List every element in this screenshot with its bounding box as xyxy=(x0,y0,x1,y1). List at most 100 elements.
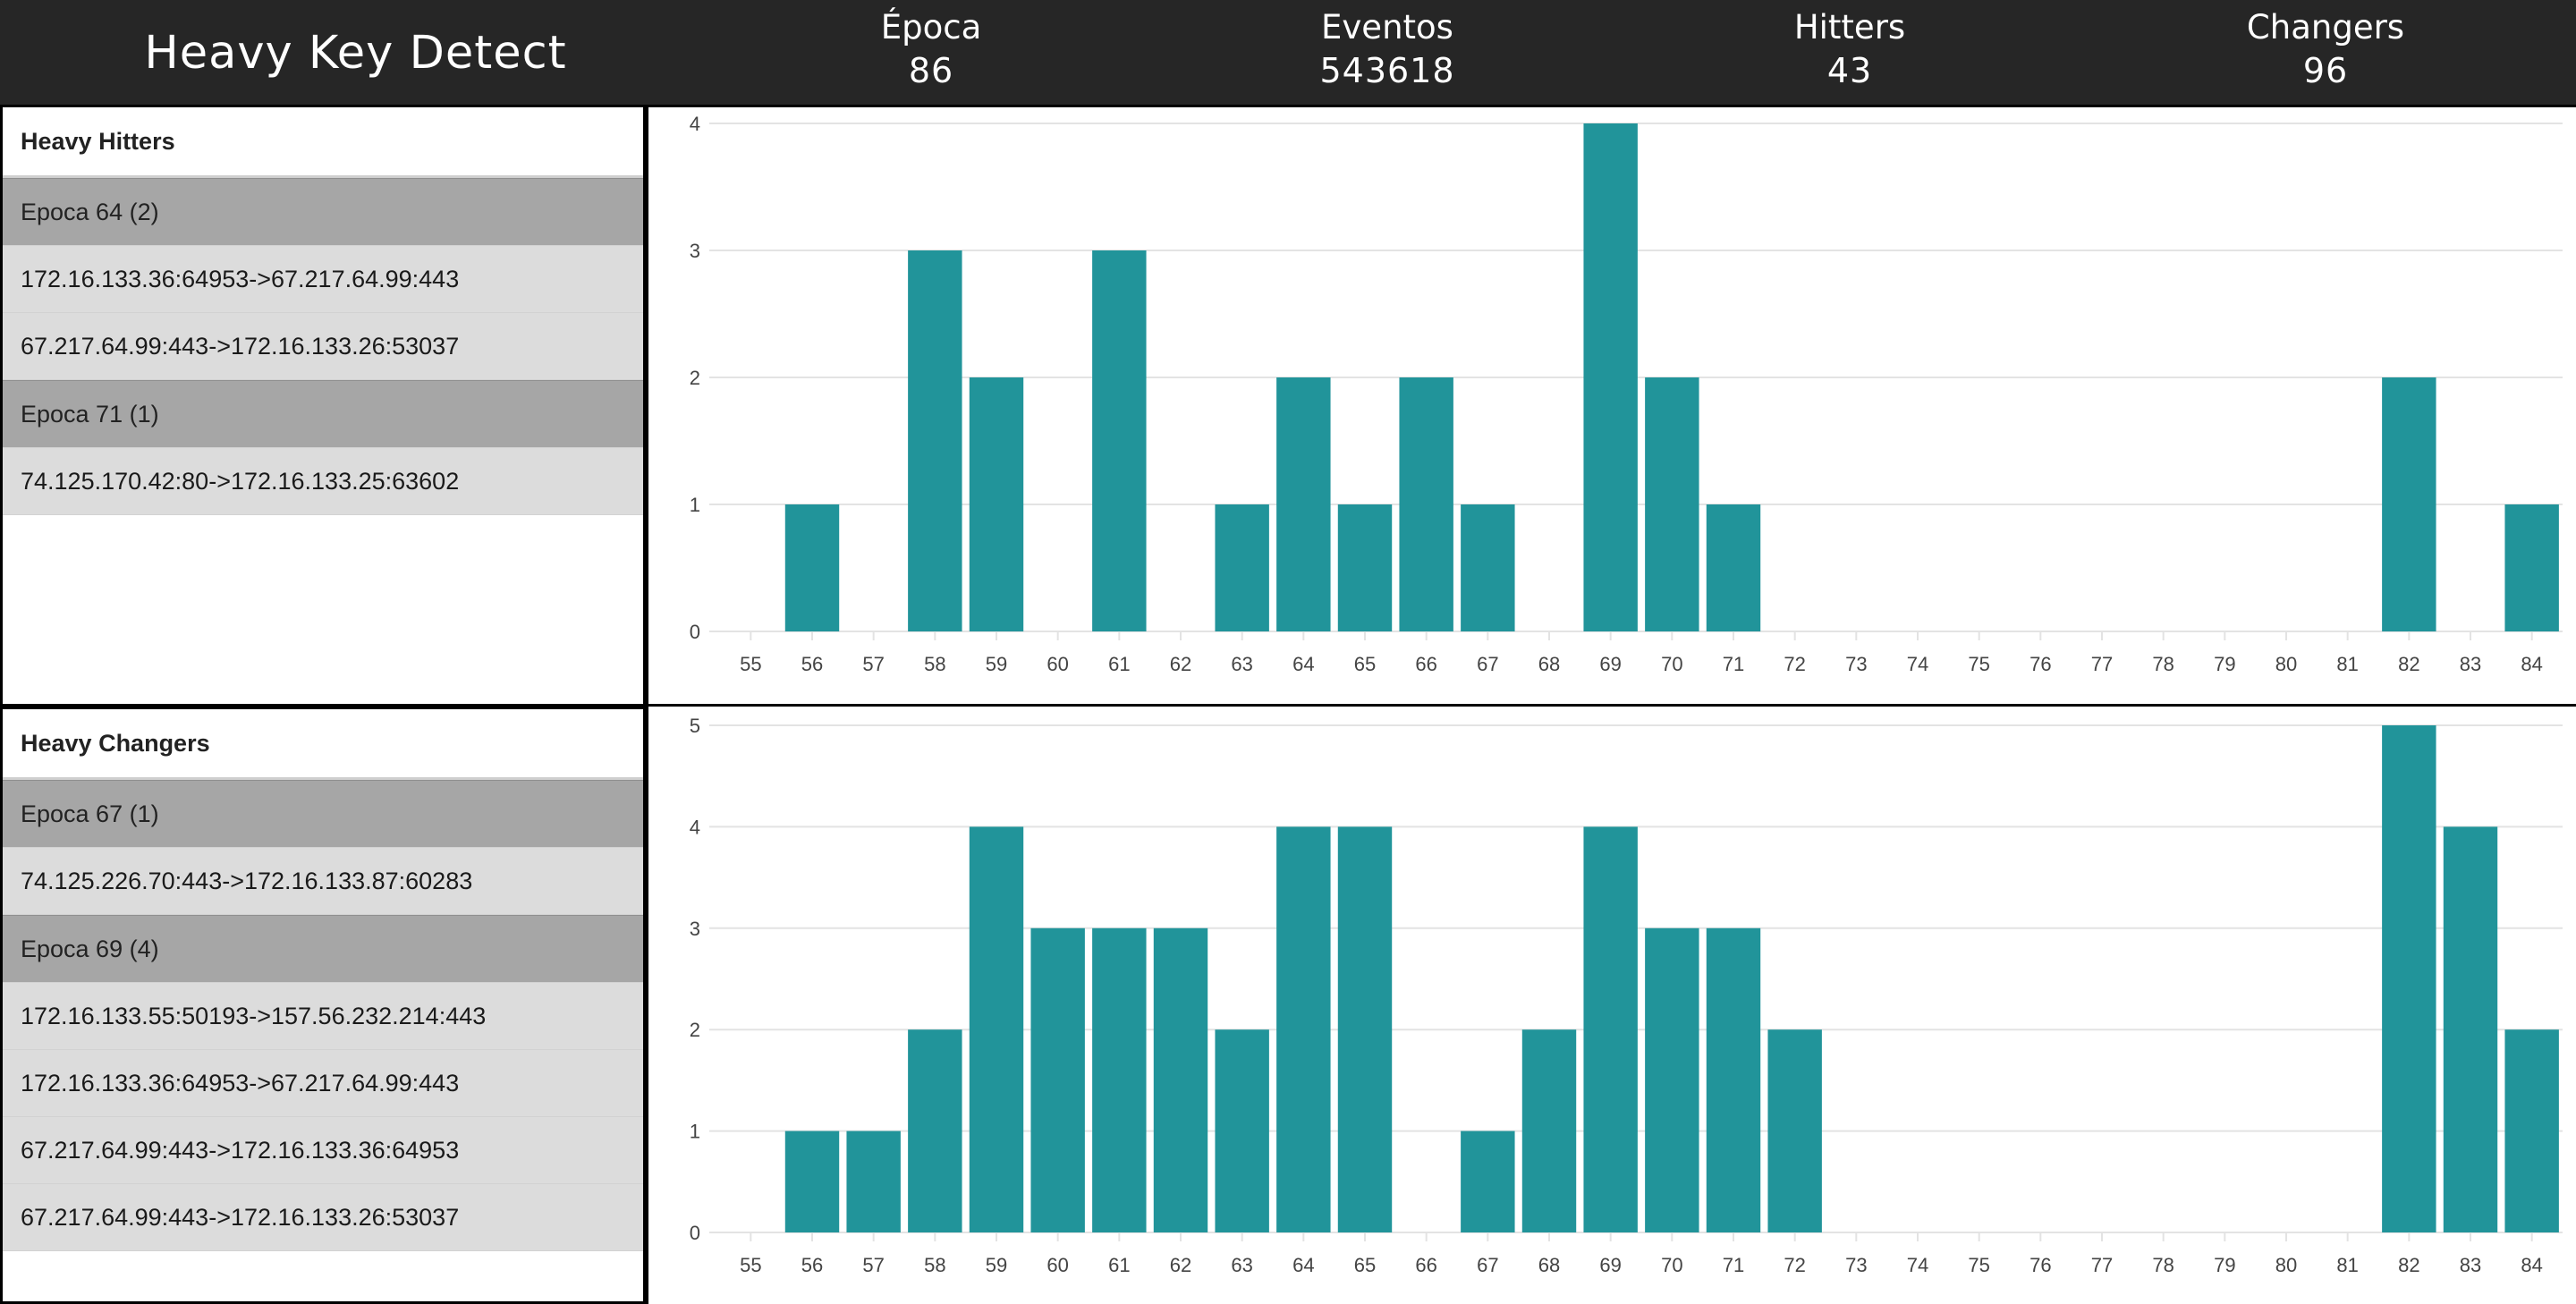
flow-list-item[interactable]: 74.125.170.42:80->172.16.133.25:63602 xyxy=(3,448,643,515)
bar-70[interactable] xyxy=(1645,927,1699,1232)
bar-71[interactable] xyxy=(1706,927,1761,1232)
bar-64[interactable] xyxy=(1276,377,1331,631)
x-tick-label: 59 xyxy=(986,1254,1007,1276)
x-tick-label: 60 xyxy=(1046,653,1068,675)
bar-63[interactable] xyxy=(1215,1029,1269,1232)
flow-list-item[interactable]: 74.125.226.70:443->172.16.133.87:60283 xyxy=(3,848,643,915)
x-tick-label: 81 xyxy=(2336,653,2358,675)
x-tick-label: 67 xyxy=(1477,653,1498,675)
bar-82[interactable] xyxy=(2382,725,2436,1232)
flow-list-item[interactable]: 172.16.133.55:50193->157.56.232.214:443 xyxy=(3,983,643,1050)
x-tick-label: 63 xyxy=(1231,653,1252,675)
bar-69[interactable] xyxy=(1583,826,1638,1232)
x-tick-label: 82 xyxy=(2398,653,2419,675)
heavy-hitters-title: Heavy Hitters xyxy=(3,107,643,178)
stat-value: 86 xyxy=(908,51,954,90)
bar-58[interactable] xyxy=(908,250,962,631)
x-tick-label: 79 xyxy=(2214,1254,2235,1276)
bar-61[interactable] xyxy=(1092,927,1147,1232)
y-tick-label: 0 xyxy=(690,1222,700,1244)
x-tick-label: 58 xyxy=(924,1254,945,1276)
bar-67[interactable] xyxy=(1461,504,1515,631)
bar-82[interactable] xyxy=(2382,377,2436,631)
x-tick-label: 80 xyxy=(2275,1254,2297,1276)
stat-label: Eventos xyxy=(1321,8,1453,47)
epoch-group-header[interactable]: Epoca 71 (1) xyxy=(3,380,643,448)
x-tick-label: 55 xyxy=(740,1254,761,1276)
app-title: Heavy Key Detect xyxy=(144,27,567,80)
bar-63[interactable] xyxy=(1215,504,1269,631)
x-tick-label: 61 xyxy=(1108,1254,1130,1276)
bar-65[interactable] xyxy=(1337,826,1393,1232)
flow-list-item[interactable]: 67.217.64.99:443->172.16.133.36:64953 xyxy=(3,1117,643,1184)
x-tick-label: 70 xyxy=(1661,653,1682,675)
x-tick-label: 73 xyxy=(1845,1254,1867,1276)
flow-list-item[interactable]: 67.217.64.99:443->172.16.133.26:53037 xyxy=(3,313,643,380)
x-tick-label: 70 xyxy=(1661,1254,1682,1276)
bar-69[interactable] xyxy=(1583,123,1638,631)
x-tick-label: 55 xyxy=(740,653,761,675)
bar-84[interactable] xyxy=(2504,1029,2559,1232)
x-tick-label: 75 xyxy=(1968,1254,1989,1276)
flow-list-item[interactable]: 172.16.133.36:64953->67.217.64.99:443 xyxy=(3,246,643,313)
x-tick-label: 78 xyxy=(2152,1254,2174,1276)
x-tick-label: 67 xyxy=(1477,1254,1498,1276)
heavy-hitters-list: Epoca 64 (2) 172.16.133.36:64953->67.217.… xyxy=(3,178,643,515)
x-tick-label: 62 xyxy=(1170,653,1191,675)
bar-67[interactable] xyxy=(1461,1130,1515,1232)
bar-58[interactable] xyxy=(908,1029,962,1232)
bar-59[interactable] xyxy=(969,377,1024,631)
x-tick-label: 58 xyxy=(924,653,945,675)
y-tick-label: 2 xyxy=(690,367,700,389)
y-tick-label: 3 xyxy=(690,918,700,940)
bar-56[interactable] xyxy=(784,1130,840,1232)
bar-56[interactable] xyxy=(784,504,840,631)
x-tick-label: 81 xyxy=(2336,1254,2358,1276)
x-tick-label: 64 xyxy=(1292,1254,1314,1276)
stat-value: 96 xyxy=(2302,51,2349,90)
x-tick-label: 77 xyxy=(2091,653,2113,675)
bar-68[interactable] xyxy=(1521,1029,1577,1232)
x-tick-label: 72 xyxy=(1784,653,1805,675)
x-tick-label: 68 xyxy=(1538,653,1560,675)
heavy-changers-list: Epoca 67 (1) 74.125.226.70:443->172.16.13… xyxy=(3,780,643,1251)
y-tick-label: 4 xyxy=(690,816,700,838)
y-tick-label: 5 xyxy=(690,715,700,737)
epoch-group-header[interactable]: Epoca 69 (4) xyxy=(3,915,643,983)
x-tick-label: 64 xyxy=(1292,653,1314,675)
x-tick-label: 84 xyxy=(2521,653,2542,675)
bar-84[interactable] xyxy=(2504,504,2559,631)
x-tick-label: 83 xyxy=(2460,1254,2481,1276)
bar-62[interactable] xyxy=(1153,927,1208,1232)
bar-83[interactable] xyxy=(2443,826,2498,1232)
bar-60[interactable] xyxy=(1030,927,1085,1232)
y-tick-label: 3 xyxy=(690,240,700,262)
x-tick-label: 59 xyxy=(986,653,1007,675)
bar-72[interactable] xyxy=(1767,1029,1822,1232)
epoch-group-header[interactable]: Epoca 67 (1) xyxy=(3,780,643,848)
x-tick-label: 73 xyxy=(1845,653,1867,675)
x-tick-label: 66 xyxy=(1415,1254,1436,1276)
y-tick-label: 1 xyxy=(690,494,700,516)
bar-65[interactable] xyxy=(1337,504,1393,631)
x-tick-label: 69 xyxy=(1599,1254,1621,1276)
bar-61[interactable] xyxy=(1092,250,1147,631)
stat-changers: Changers 96 xyxy=(2165,0,2487,93)
bar-64[interactable] xyxy=(1276,826,1331,1232)
x-tick-label: 80 xyxy=(2275,653,2297,675)
x-tick-label: 66 xyxy=(1415,653,1436,675)
x-tick-label: 74 xyxy=(1907,653,1928,675)
bar-59[interactable] xyxy=(969,826,1024,1232)
bar-66[interactable] xyxy=(1399,377,1453,631)
bar-71[interactable] xyxy=(1706,504,1761,631)
x-tick-label: 78 xyxy=(2152,653,2174,675)
heavy-changers-panel: Heavy Changers Epoca 67 (1) 74.125.226.70… xyxy=(0,707,646,1304)
flow-list-item[interactable]: 172.16.133.36:64953->67.217.64.99:443 xyxy=(3,1050,643,1117)
bar-57[interactable] xyxy=(846,1130,901,1232)
epoch-group-header[interactable]: Epoca 64 (2) xyxy=(3,178,643,246)
bar-70[interactable] xyxy=(1645,377,1699,631)
flow-list-item[interactable]: 67.217.64.99:443->172.16.133.26:53037 xyxy=(3,1184,643,1251)
x-tick-label: 84 xyxy=(2521,1254,2542,1276)
x-tick-label: 71 xyxy=(1723,653,1744,675)
